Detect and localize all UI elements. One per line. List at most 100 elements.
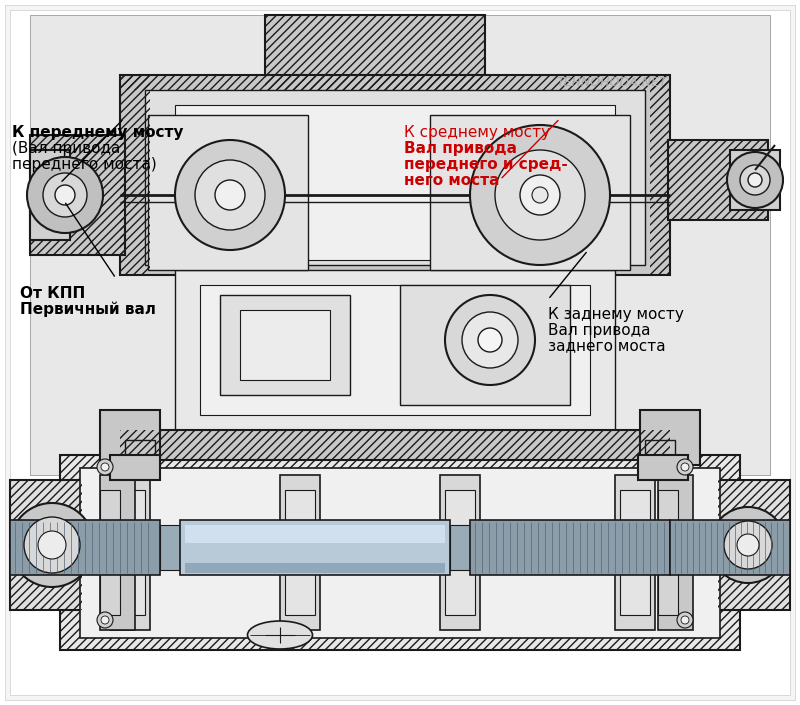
Bar xyxy=(615,475,655,630)
Bar xyxy=(265,15,485,90)
Circle shape xyxy=(10,503,94,587)
Bar xyxy=(718,480,790,610)
Bar xyxy=(285,490,315,615)
Bar xyxy=(645,440,675,470)
Bar xyxy=(160,525,180,570)
Circle shape xyxy=(520,175,560,215)
Bar xyxy=(100,475,135,630)
Bar xyxy=(120,430,670,460)
Bar xyxy=(185,525,445,543)
Bar xyxy=(470,520,670,575)
Bar xyxy=(730,150,780,210)
Bar xyxy=(120,75,150,275)
Circle shape xyxy=(43,173,87,217)
Bar xyxy=(620,490,650,615)
Bar xyxy=(120,75,670,90)
Circle shape xyxy=(532,187,548,203)
Bar xyxy=(185,563,445,573)
Bar xyxy=(180,520,450,575)
Bar xyxy=(100,490,120,615)
Bar xyxy=(175,270,615,430)
Circle shape xyxy=(462,312,518,368)
Text: От КПП: От КПП xyxy=(20,286,86,300)
Bar xyxy=(10,480,82,610)
Bar xyxy=(280,475,320,630)
Circle shape xyxy=(55,185,75,205)
Circle shape xyxy=(215,180,245,210)
Circle shape xyxy=(681,616,689,624)
Circle shape xyxy=(175,140,285,250)
Circle shape xyxy=(478,328,502,352)
Text: (Вал привода: (Вал привода xyxy=(12,142,120,157)
Bar xyxy=(80,468,720,638)
Circle shape xyxy=(97,459,113,475)
Circle shape xyxy=(495,150,585,240)
Bar xyxy=(10,480,82,610)
Circle shape xyxy=(101,616,109,624)
Bar xyxy=(668,140,768,220)
Bar xyxy=(175,105,615,260)
Bar xyxy=(658,475,693,630)
Bar xyxy=(10,520,160,575)
Circle shape xyxy=(97,612,113,628)
Bar xyxy=(110,475,150,630)
Text: К заднему мосту: К заднему мосту xyxy=(548,307,684,321)
Bar xyxy=(265,15,485,90)
Text: К среднему мосту: К среднему мосту xyxy=(404,125,550,140)
Circle shape xyxy=(38,531,66,559)
Circle shape xyxy=(470,125,610,265)
Circle shape xyxy=(24,517,80,573)
Circle shape xyxy=(740,165,770,195)
Text: переднего моста): переднего моста) xyxy=(12,157,157,173)
Bar xyxy=(450,525,470,570)
Bar xyxy=(240,310,330,380)
Bar xyxy=(30,135,125,255)
Text: переднего и сред-: переднего и сред- xyxy=(404,157,568,173)
Circle shape xyxy=(195,160,265,230)
Circle shape xyxy=(727,152,783,208)
Circle shape xyxy=(710,507,786,583)
Circle shape xyxy=(677,612,693,628)
Bar xyxy=(640,410,700,465)
Bar xyxy=(30,150,70,240)
Text: К переднему мосту: К переднему мосту xyxy=(12,125,183,140)
Circle shape xyxy=(27,157,103,233)
Text: TEHNOHODA.NET: TEHNOHODA.NET xyxy=(556,76,666,89)
Circle shape xyxy=(724,521,772,569)
Text: Вал привода: Вал привода xyxy=(404,142,517,157)
Bar xyxy=(430,115,630,270)
Bar xyxy=(718,480,790,610)
Bar xyxy=(125,440,155,470)
Bar xyxy=(120,430,670,460)
Bar xyxy=(440,475,480,630)
Circle shape xyxy=(445,295,535,385)
Circle shape xyxy=(677,459,693,475)
Bar xyxy=(445,490,475,615)
Bar xyxy=(30,135,125,255)
Circle shape xyxy=(737,534,759,556)
Bar xyxy=(668,140,768,220)
Bar xyxy=(148,115,308,270)
Bar xyxy=(400,285,570,405)
Bar xyxy=(638,455,688,480)
Bar xyxy=(115,490,145,615)
Bar xyxy=(650,75,670,275)
Bar xyxy=(200,285,590,415)
Bar xyxy=(100,410,160,465)
Bar xyxy=(658,490,678,615)
Ellipse shape xyxy=(247,621,313,649)
Bar xyxy=(110,455,160,480)
Bar xyxy=(220,295,350,395)
Circle shape xyxy=(748,173,762,187)
Bar xyxy=(670,520,790,575)
Circle shape xyxy=(681,463,689,471)
Circle shape xyxy=(101,463,109,471)
Text: Вал привода: Вал привода xyxy=(548,323,650,338)
Bar xyxy=(30,15,770,475)
Bar xyxy=(145,90,645,265)
Bar xyxy=(60,455,740,650)
Text: заднего моста: заднего моста xyxy=(548,338,666,354)
Text: него моста: него моста xyxy=(404,173,499,188)
Text: Первичный вал: Первичный вал xyxy=(20,302,156,317)
Bar xyxy=(120,75,670,275)
